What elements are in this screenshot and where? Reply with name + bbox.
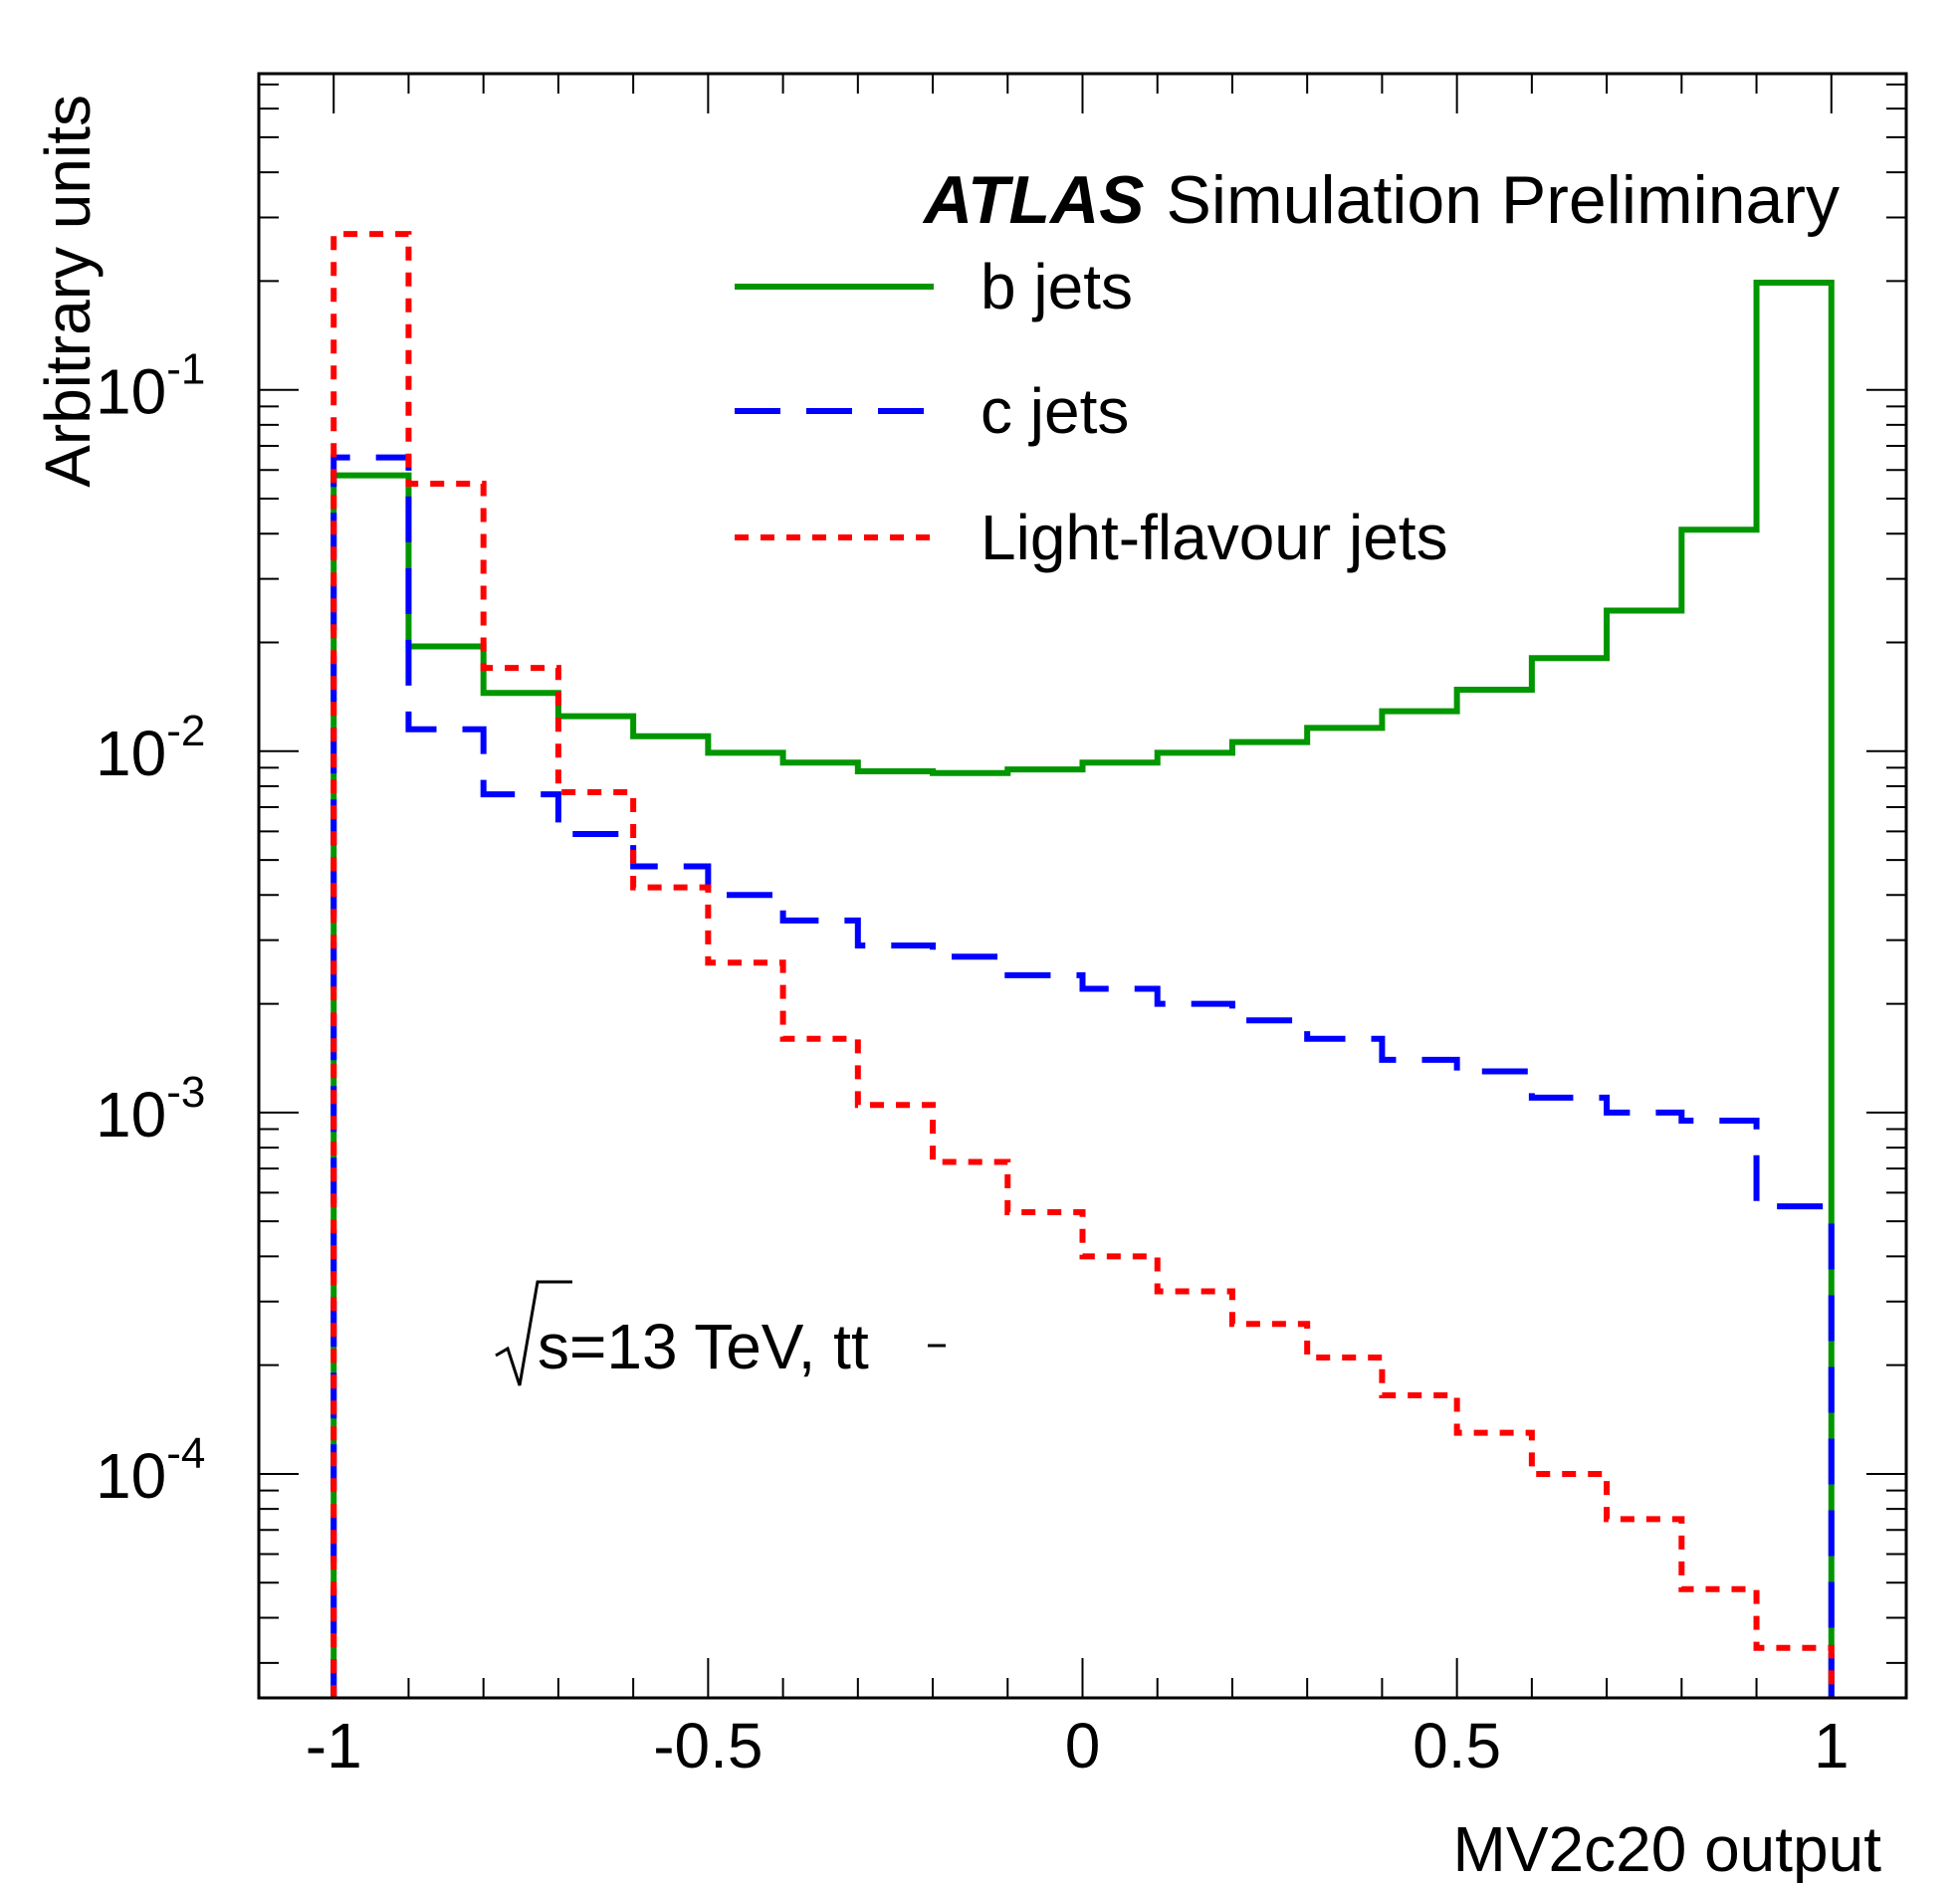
- x-tick-label: -0.5: [653, 1710, 762, 1781]
- series-line-light-flavour-jets: [330, 231, 1835, 1698]
- energy-label: s=13 TeV, tt: [538, 1311, 869, 1382]
- y-tick-label: 10-1: [96, 345, 205, 428]
- atlas-simulation-label: Simulation Preliminary: [1167, 162, 1840, 238]
- y-tick-label: 10-4: [96, 1429, 205, 1512]
- sqrt-symbol: [495, 1280, 572, 1386]
- legend-label: b jets: [980, 251, 1133, 322]
- series-line-c-jets: [330, 454, 1835, 1698]
- x-tick-labels: -1 -0.5 0 0.5 1: [306, 1710, 1850, 1781]
- series-line-b-jets: [330, 280, 1835, 1698]
- y-axis-title: Arbitrary units: [32, 95, 104, 488]
- y-tick-label: 10-3: [96, 1068, 205, 1151]
- x-tick-label: 0.5: [1413, 1710, 1501, 1781]
- x-tick-label: 0: [1065, 1710, 1101, 1781]
- axis-ticks: [258, 74, 1907, 1698]
- legend-label: c jets: [980, 375, 1129, 447]
- atlas-label: ATLAS Simulation Preliminary: [922, 162, 1840, 238]
- y-tick-labels: 10-1 10-2 10-3 10-4: [96, 345, 205, 1512]
- plot-frame: [257, 72, 1908, 1700]
- legend-label: Light-flavour jets: [980, 502, 1448, 573]
- y-tick-label: 10-2: [96, 707, 205, 789]
- x-tick-label: 1: [1814, 1710, 1850, 1781]
- x-tick-label: -1: [306, 1710, 362, 1781]
- atlas-brand: ATLAS: [922, 162, 1145, 238]
- series-layer: [330, 231, 1835, 1698]
- energy-annotation: s=13 TeV, tt: [495, 1280, 946, 1386]
- x-axis-title: MV2c20 output: [1453, 1813, 1882, 1883]
- legend: b jets c jets Light-flavour jets: [735, 251, 1448, 573]
